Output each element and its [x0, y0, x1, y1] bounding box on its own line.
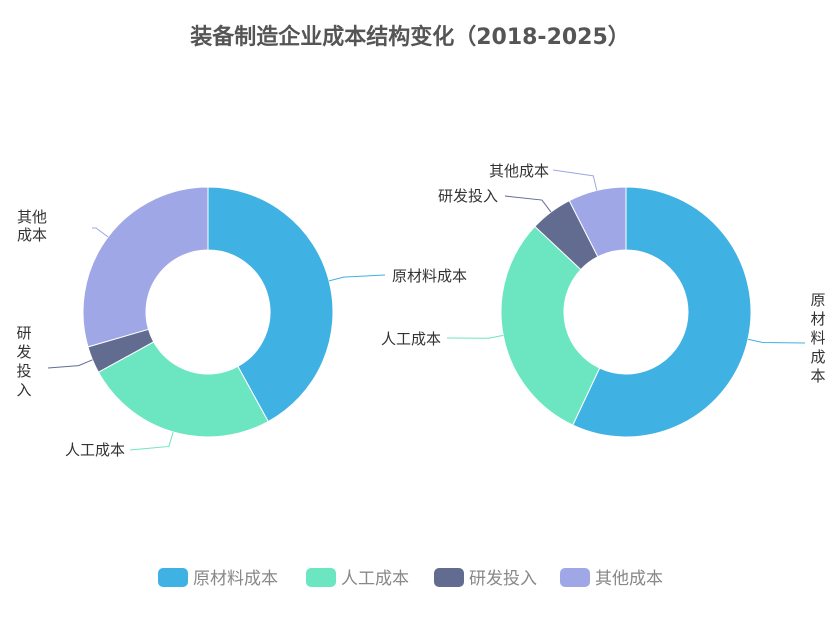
leader-line: [328, 274, 386, 282]
slice-其他成本[interactable]: [568, 186, 627, 258]
slice-人工成本[interactable]: [500, 225, 601, 426]
leader-line: [504, 195, 552, 213]
legend-swatch: [434, 568, 464, 587]
leader-line: [446, 334, 504, 339]
slice-label: 原材料成本: [392, 267, 467, 285]
slice-label: 研发投入: [16, 324, 31, 399]
legend-label: 研发投入: [469, 569, 537, 589]
slice-原材料成本[interactable]: [207, 186, 334, 423]
legend: 原材料成本 人工成本 研发投入 其他成本: [158, 568, 663, 589]
slice-label: 原材料成本: [810, 291, 825, 385]
leader-line: [129, 431, 174, 451]
legend-swatch: [560, 568, 590, 587]
slice-其他成本[interactable]: [82, 186, 209, 348]
slice-label: 其他成本: [489, 162, 549, 180]
leader-line: [552, 169, 598, 191]
slice-label: 其他成本: [17, 208, 47, 244]
leader-line: [747, 338, 806, 344]
legend-label: 人工成本: [341, 569, 409, 589]
leader-line: [91, 227, 109, 238]
chart-title: 装备制造企业成本结构变化（2018-2025）: [190, 24, 630, 50]
slice-label: 人工成本: [65, 441, 125, 459]
legend-item-其他成本[interactable]: 其他成本: [560, 568, 663, 589]
legend-swatch: [158, 568, 188, 587]
slice-人工成本[interactable]: [97, 341, 269, 438]
legend-item-人工成本[interactable]: 人工成本: [306, 568, 409, 589]
legend-label: 其他成本: [595, 569, 663, 589]
legend-label: 原材料成本: [193, 569, 278, 589]
legend-item-原材料成本[interactable]: 原材料成本: [158, 568, 278, 589]
leader-line: [47, 359, 93, 369]
legend-item-研发投入[interactable]: 研发投入: [434, 568, 537, 589]
legend-swatch: [306, 568, 336, 587]
slice-label: 研发投入: [438, 187, 498, 205]
slice-label: 人工成本: [381, 330, 441, 348]
slice-原材料成本[interactable]: [572, 186, 752, 438]
